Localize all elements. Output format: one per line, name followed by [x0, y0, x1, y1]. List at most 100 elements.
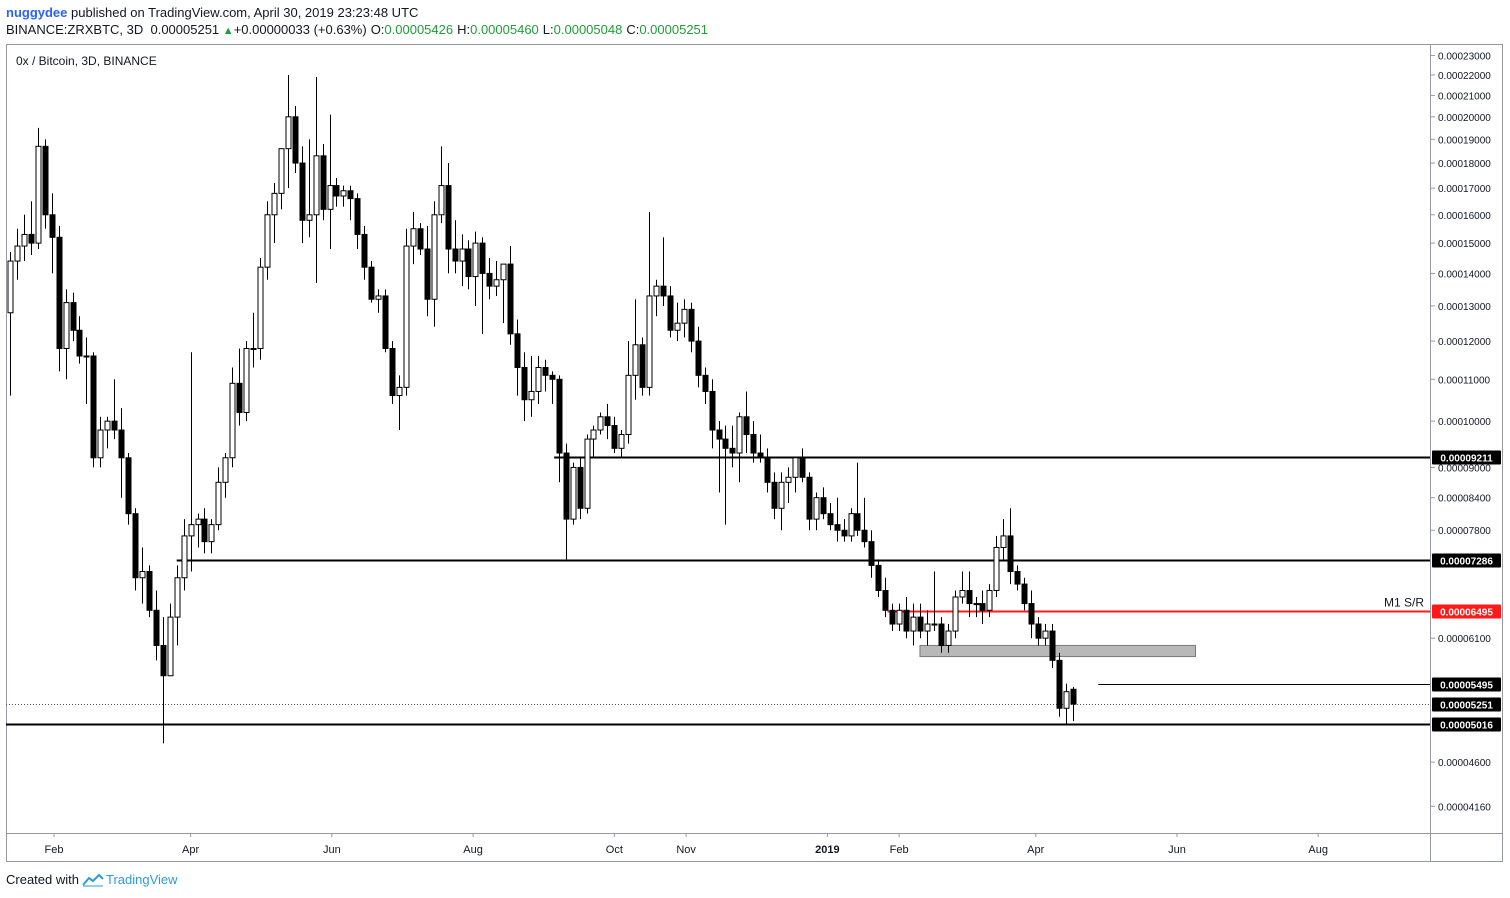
candle[interactable] — [417, 223, 424, 255]
candle[interactable] — [271, 183, 278, 244]
candle[interactable] — [590, 425, 597, 458]
candle[interactable] — [653, 279, 660, 317]
candle[interactable] — [729, 425, 736, 468]
candle[interactable] — [285, 74, 292, 189]
candle[interactable] — [917, 603, 924, 639]
candle[interactable] — [21, 214, 28, 262]
candle[interactable] — [611, 416, 618, 454]
candle[interactable] — [563, 443, 570, 560]
candle[interactable] — [181, 519, 188, 591]
candle[interactable] — [250, 312, 257, 368]
candle[interactable] — [403, 228, 410, 396]
candle[interactable] — [229, 367, 236, 468]
candle[interactable] — [771, 472, 778, 520]
candle[interactable] — [472, 231, 479, 306]
candle[interactable] — [56, 225, 63, 372]
candle[interactable] — [973, 596, 980, 618]
candle[interactable] — [834, 497, 841, 542]
candle[interactable] — [979, 590, 986, 625]
candle[interactable] — [660, 237, 667, 306]
candle[interactable] — [215, 467, 222, 531]
candle[interactable] — [1028, 590, 1035, 639]
candle[interactable] — [167, 603, 174, 677]
candle[interactable] — [354, 193, 361, 250]
candle[interactable] — [125, 453, 132, 525]
candle[interactable] — [528, 355, 535, 417]
candle[interactable] — [479, 237, 486, 334]
author-name[interactable]: nuggydee — [6, 5, 68, 20]
candle[interactable] — [945, 624, 952, 653]
candle[interactable] — [556, 375, 563, 483]
candle[interactable] — [632, 299, 639, 400]
candle[interactable] — [195, 513, 202, 548]
candle[interactable] — [757, 434, 764, 463]
candle[interactable] — [854, 462, 861, 536]
candle[interactable] — [1056, 652, 1063, 717]
candle[interactable] — [750, 421, 757, 463]
candle[interactable] — [702, 367, 709, 404]
candle[interactable] — [368, 261, 375, 303]
candle[interactable] — [716, 421, 723, 493]
candle[interactable] — [28, 201, 35, 255]
candle[interactable] — [743, 391, 750, 454]
candle[interactable] — [1014, 565, 1021, 591]
candle[interactable] — [1035, 617, 1042, 646]
candle[interactable] — [521, 352, 528, 422]
candle[interactable] — [465, 240, 472, 290]
candle[interactable] — [188, 352, 195, 572]
candle[interactable] — [868, 530, 875, 578]
candle[interactable] — [132, 508, 139, 591]
candle[interactable] — [952, 590, 959, 639]
candle[interactable] — [174, 565, 181, 646]
candle[interactable] — [959, 571, 966, 604]
candle[interactable] — [500, 263, 507, 324]
candle[interactable] — [507, 246, 514, 345]
candle[interactable] — [848, 508, 855, 542]
candle[interactable] — [570, 462, 577, 525]
candle[interactable] — [1042, 624, 1049, 646]
candle[interactable] — [514, 319, 521, 396]
candle[interactable] — [618, 430, 625, 458]
candle[interactable] — [90, 352, 97, 468]
candle[interactable] — [820, 487, 827, 520]
candle[interactable] — [736, 412, 743, 483]
candle[interactable] — [577, 457, 584, 520]
support-zone[interactable] — [919, 644, 1197, 658]
candle[interactable] — [452, 220, 459, 274]
candle[interactable] — [438, 146, 445, 224]
candle[interactable] — [875, 559, 882, 597]
candle[interactable] — [535, 355, 542, 404]
candle[interactable] — [160, 617, 167, 744]
candle[interactable] — [549, 371, 556, 404]
candle[interactable] — [674, 302, 681, 342]
candle[interactable] — [361, 225, 368, 280]
candle[interactable] — [14, 228, 21, 280]
candle[interactable] — [813, 492, 820, 531]
candle[interactable] — [639, 337, 646, 396]
candle[interactable] — [799, 448, 806, 483]
candle[interactable] — [146, 565, 153, 618]
candle[interactable] — [681, 299, 688, 338]
candle[interactable] — [459, 234, 466, 287]
candle[interactable] — [118, 408, 125, 498]
candle[interactable] — [389, 341, 396, 404]
candle[interactable] — [1021, 577, 1028, 611]
candle[interactable] — [35, 127, 42, 250]
candle[interactable] — [97, 416, 104, 468]
candle[interactable] — [111, 379, 118, 440]
candle[interactable] — [938, 617, 945, 653]
candle[interactable] — [542, 359, 549, 392]
candle[interactable] — [604, 403, 611, 440]
candle[interactable] — [153, 590, 160, 661]
candle[interactable] — [493, 261, 500, 296]
candle[interactable] — [299, 146, 306, 244]
candle[interactable] — [431, 201, 438, 327]
candle[interactable] — [584, 434, 591, 514]
candle[interactable] — [986, 584, 993, 618]
candle[interactable] — [709, 379, 716, 449]
candle[interactable] — [1063, 683, 1070, 726]
candle[interactable] — [841, 519, 848, 542]
candle[interactable] — [778, 472, 785, 531]
candle[interactable] — [882, 577, 889, 618]
candle[interactable] — [278, 148, 285, 210]
